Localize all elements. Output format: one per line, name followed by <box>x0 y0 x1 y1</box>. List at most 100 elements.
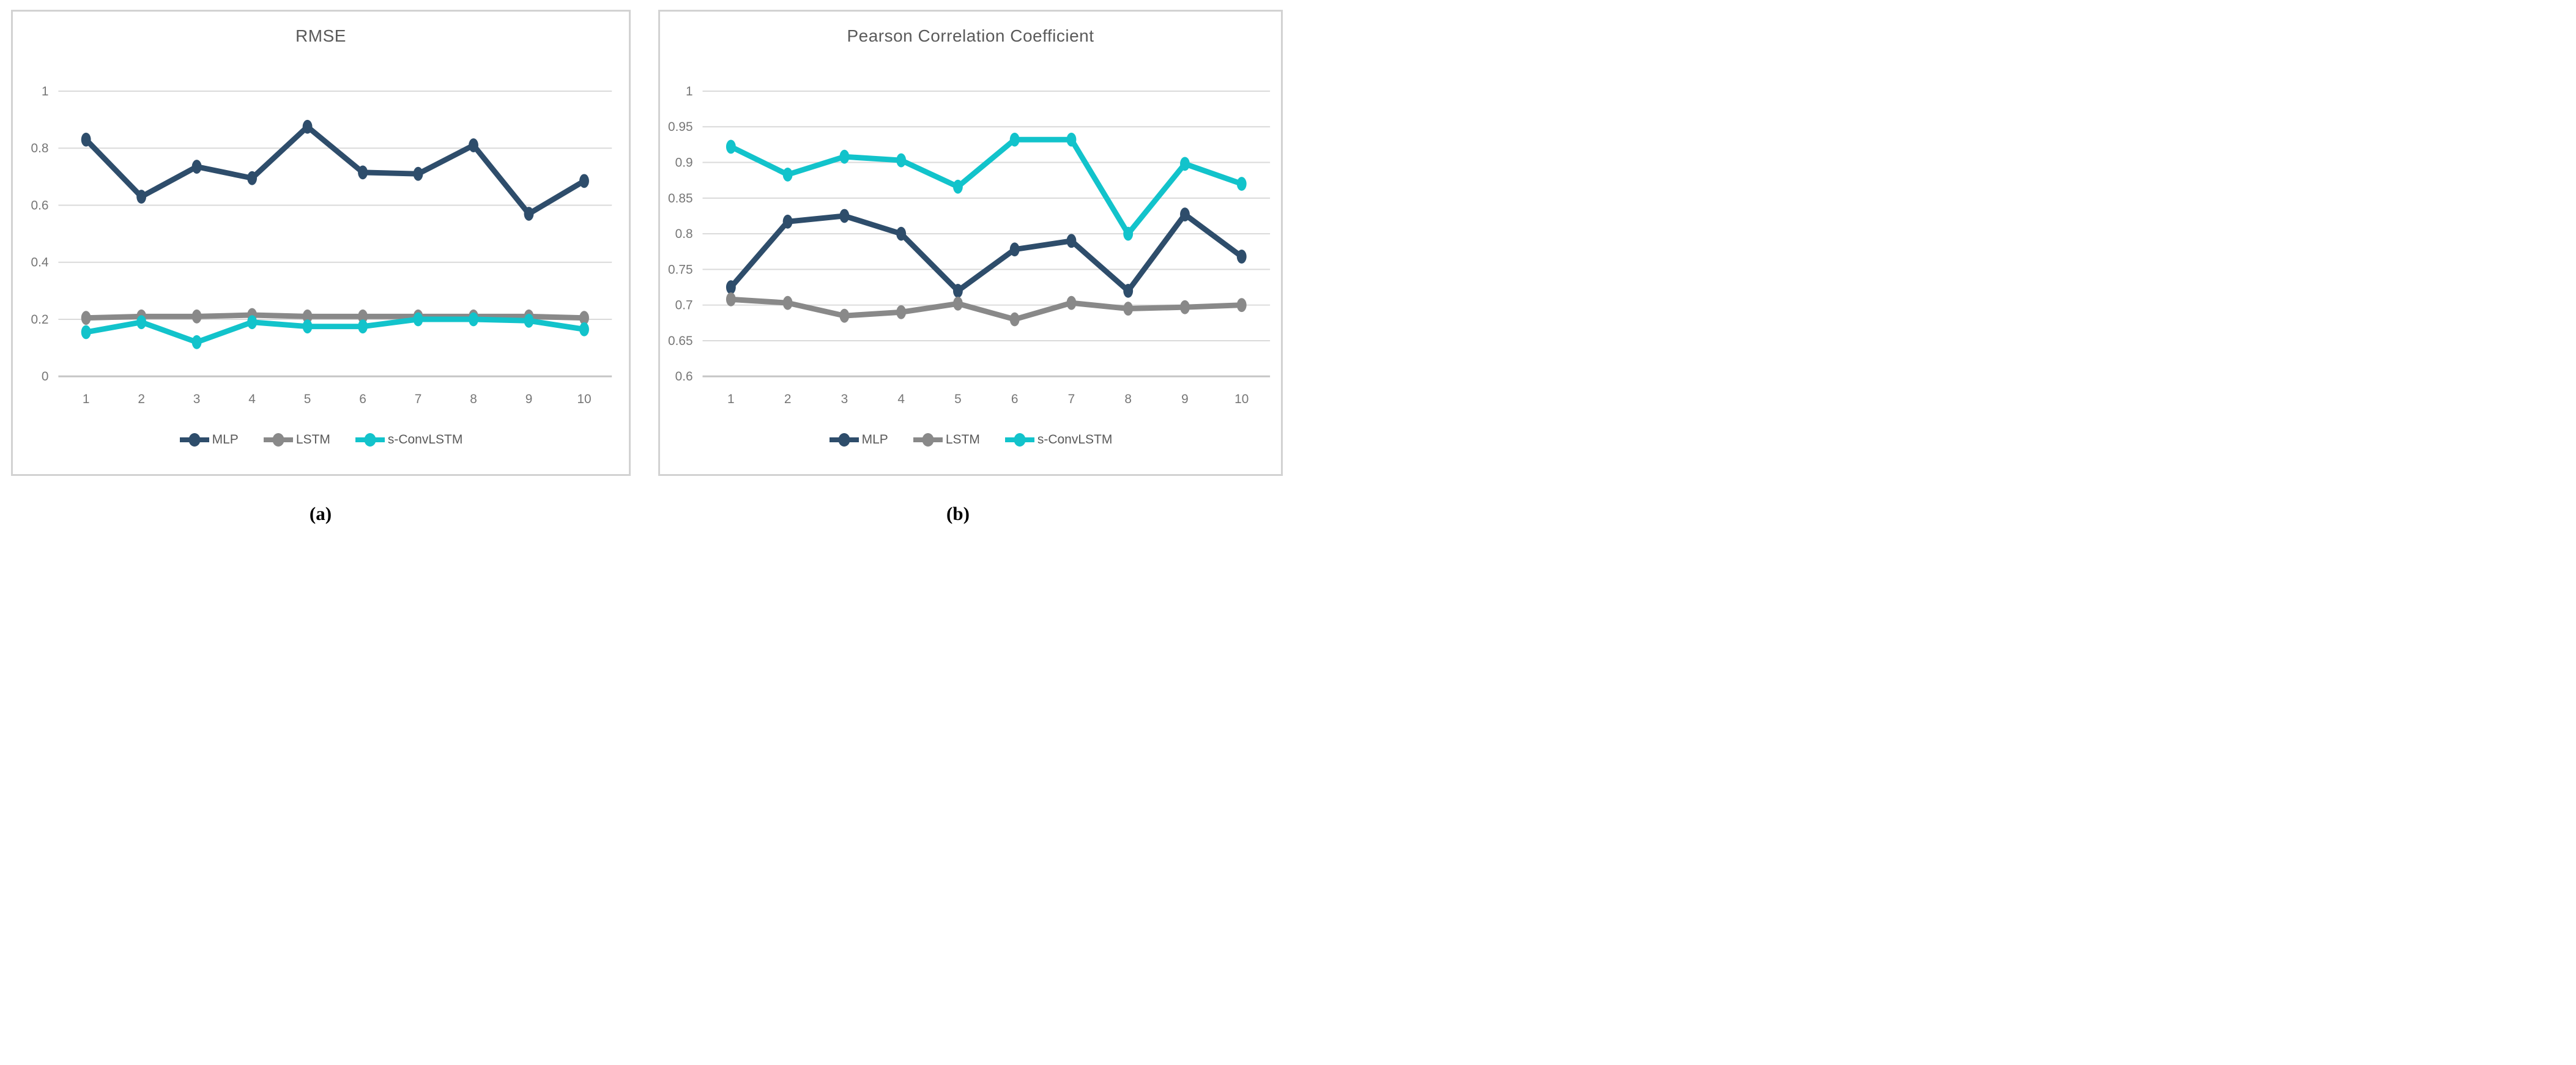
y-tick-label: 0.95 <box>668 120 693 134</box>
x-axis-tick-labels: 1 2 3 4 5 6 7 8 9 10 <box>727 392 1249 406</box>
data-point-mlp-5 <box>302 119 313 134</box>
x-tick-label: 1 <box>83 392 90 406</box>
data-point-s-convlstm-9 <box>1180 157 1190 171</box>
data-point-lstm-10 <box>1236 298 1247 313</box>
data-point-s-convlstm-3 <box>191 335 202 349</box>
data-point-mlp-7 <box>413 166 423 181</box>
data-point-lstm-5 <box>952 296 963 311</box>
data-point-mlp-6 <box>358 165 368 180</box>
data-point-lstm-7 <box>1066 295 1077 310</box>
data-point-lstm-5 <box>302 309 313 324</box>
rmse-chart-legend: MLP LSTM s-ConvLSTM <box>13 432 629 447</box>
x-tick-label: 9 <box>1181 392 1189 406</box>
data-point-lstm-1 <box>81 311 91 325</box>
data-point-mlp-6 <box>1009 242 1020 257</box>
data-point-mlp-8 <box>1123 283 1134 298</box>
y-tick-label: 0.8 <box>31 141 49 155</box>
data-point-s-convlstm-9 <box>524 313 534 328</box>
data-point-s-convlstm-7 <box>1066 132 1077 147</box>
legend-label-mlp: MLP <box>861 432 888 447</box>
x-tick-label: 10 <box>577 392 591 406</box>
data-point-s-convlstm-6 <box>358 319 368 334</box>
legend-label-lstm: LSTM <box>295 432 330 447</box>
legend-item-s-convlstm: s-ConvLSTM <box>355 432 463 447</box>
data-point-lstm-6 <box>358 309 368 324</box>
pearson-chart-legend: MLP LSTM s-ConvLSTM <box>660 432 1281 447</box>
figure: RMSE 1 0.8 0.6 0.4 0.2 0 1 2 3 4 5 6 7 8 9 10 MLP LSTM s-… <box>0 0 1288 532</box>
series-line-lstm <box>728 296 1245 322</box>
legend-marker-mlp-icon <box>829 433 859 447</box>
series-line-s-convlstm <box>728 136 1245 237</box>
legend-marker-lstm-icon <box>913 433 943 447</box>
data-point-s-convlstm-2 <box>136 315 147 330</box>
data-point-s-convlstm-10 <box>1236 177 1247 191</box>
y-tick-label: 0.85 <box>668 191 693 206</box>
legend-marker-dot <box>364 433 376 447</box>
data-point-s-convlstm-5 <box>302 319 313 334</box>
data-point-mlp-4 <box>896 226 907 241</box>
legend-marker-s-convlstm-icon <box>355 433 385 447</box>
legend-item-s-convlstm: s-ConvLSTM <box>1004 432 1113 447</box>
x-tick-label: 8 <box>470 392 477 406</box>
y-axis-tick-labels: 1 0.8 0.6 0.4 0.2 0 <box>31 84 49 384</box>
series-mlp <box>81 119 589 221</box>
series-lstm <box>726 292 1247 327</box>
y-tick-label: 0.8 <box>675 227 693 241</box>
data-point-mlp-8 <box>469 138 478 152</box>
y-tick-label: 0.7 <box>675 299 693 313</box>
data-point-s-convlstm-2 <box>782 167 793 182</box>
x-tick-label: 4 <box>248 392 256 406</box>
data-point-s-convlstm-6 <box>1009 132 1020 147</box>
legend-marker-dot <box>272 433 284 447</box>
y-tick-label: 0 <box>42 369 49 384</box>
legend-marker-dot <box>922 433 934 447</box>
data-point-lstm-3 <box>839 308 850 323</box>
y-axis-tick-labels: 1 0.95 0.9 0.85 0.8 0.75 0.7 0.65 0.6 <box>668 84 693 384</box>
legend-marker-dot <box>838 433 850 447</box>
x-tick-label: 1 <box>727 392 735 406</box>
x-tick-label: 7 <box>1068 392 1075 406</box>
x-axis-tick-labels: 1 2 3 4 5 6 7 8 9 10 <box>83 392 592 406</box>
data-point-s-convlstm-3 <box>839 149 850 164</box>
y-tick-label: 0.2 <box>31 313 49 327</box>
data-point-mlp-9 <box>524 207 534 221</box>
data-point-mlp-10 <box>1236 250 1247 264</box>
y-tick-label: 0.4 <box>31 256 49 270</box>
y-tick-label: 0.75 <box>668 262 693 276</box>
x-tick-label: 5 <box>304 392 311 406</box>
data-point-lstm-2 <box>782 295 793 310</box>
x-tick-label: 2 <box>138 392 145 406</box>
data-point-lstm-6 <box>1009 312 1020 327</box>
data-point-lstm-9 <box>1180 300 1190 314</box>
data-point-mlp-10 <box>579 174 589 188</box>
legend-label-s-convlstm: s-ConvLSTM <box>387 432 463 447</box>
x-tick-label: 10 <box>1234 392 1249 406</box>
data-point-mlp-4 <box>247 171 258 185</box>
y-tick-label: 0.6 <box>675 369 693 384</box>
rmse-chart-title: RMSE <box>295 26 346 45</box>
legend-item-mlp: MLP <box>829 432 888 447</box>
data-point-mlp-5 <box>952 283 963 298</box>
x-tick-label: 6 <box>359 392 366 406</box>
data-point-s-convlstm-7 <box>413 312 423 327</box>
legend-marker-mlp-icon <box>179 433 209 447</box>
data-point-s-convlstm-5 <box>952 179 963 194</box>
legend-marker-dot <box>188 433 201 447</box>
series-line-s-convlstm <box>83 316 587 345</box>
data-point-s-convlstm-8 <box>469 312 478 327</box>
gridlines <box>702 90 1271 377</box>
legend-item-lstm: LSTM <box>263 432 330 447</box>
data-point-mlp-9 <box>1180 207 1190 222</box>
gridlines <box>58 90 612 377</box>
x-tick-label: 9 <box>525 392 533 406</box>
data-point-lstm-10 <box>579 311 589 325</box>
x-tick-label: 7 <box>415 392 422 406</box>
subfigure-caption-a: (a) <box>309 503 332 524</box>
x-tick-label: 4 <box>897 392 905 406</box>
legend-label-s-convlstm: s-ConvLSTM <box>1037 432 1113 447</box>
legend-marker-s-convlstm-icon <box>1004 433 1034 447</box>
series-s-convlstm <box>726 132 1247 241</box>
data-point-mlp-3 <box>191 160 202 174</box>
data-point-s-convlstm-4 <box>247 315 258 330</box>
legend-label-lstm: LSTM <box>945 432 980 447</box>
